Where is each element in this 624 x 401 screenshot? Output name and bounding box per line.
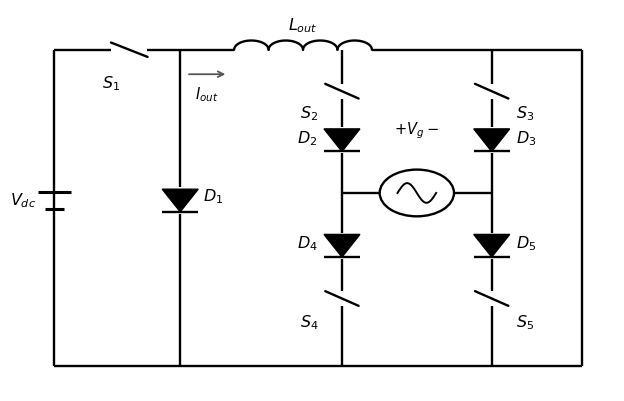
Text: $+ V_g -$: $+ V_g -$: [394, 120, 439, 141]
Text: $D_5$: $D_5$: [516, 235, 537, 253]
Text: $S_3$: $S_3$: [515, 104, 534, 123]
Text: $D_2$: $D_2$: [297, 129, 318, 148]
Polygon shape: [162, 189, 198, 212]
Text: $I_{out}$: $I_{out}$: [195, 85, 219, 104]
Text: $V_{dc}$: $V_{dc}$: [10, 191, 36, 210]
Text: $D_4$: $D_4$: [297, 235, 318, 253]
Polygon shape: [474, 235, 510, 257]
Text: $L_{out}$: $L_{out}$: [288, 16, 318, 34]
Text: $S_1$: $S_1$: [102, 74, 120, 93]
Text: $S_5$: $S_5$: [515, 314, 534, 332]
Text: $S_4$: $S_4$: [300, 314, 318, 332]
Polygon shape: [324, 235, 360, 257]
Polygon shape: [324, 129, 360, 152]
Text: $D_1$: $D_1$: [203, 187, 223, 206]
Polygon shape: [474, 129, 510, 152]
Text: $D_3$: $D_3$: [516, 129, 537, 148]
Text: $S_2$: $S_2$: [300, 104, 318, 123]
